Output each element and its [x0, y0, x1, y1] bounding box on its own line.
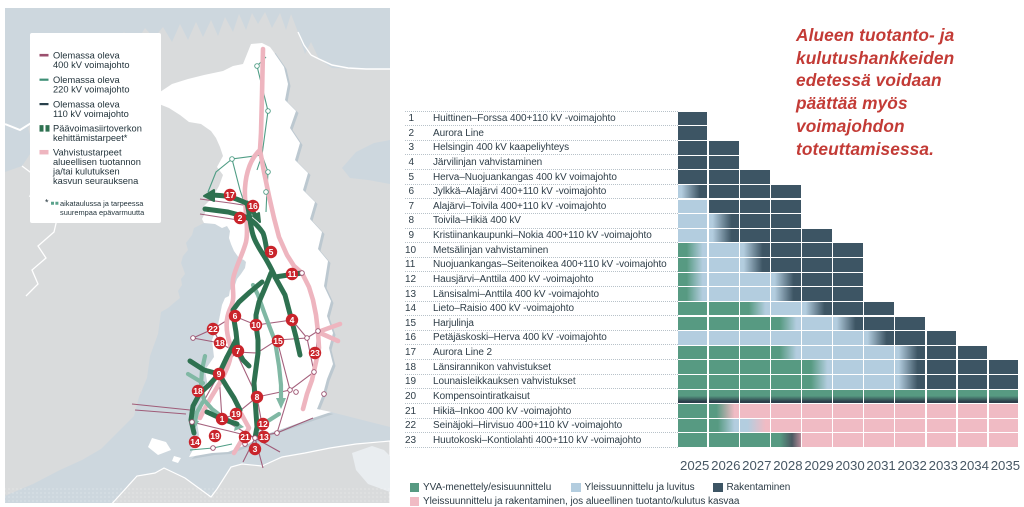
svg-text:Päävoimasiirtoverkon: Päävoimasiirtoverkon — [53, 124, 142, 134]
svg-text:ja/tai kulutuksen: ja/tai kulutuksen — [52, 167, 120, 177]
svg-text:8: 8 — [255, 392, 260, 402]
svg-text:7: 7 — [236, 346, 241, 356]
svg-text:22: 22 — [208, 324, 218, 334]
svg-text:19: 19 — [231, 409, 241, 419]
svg-text:13: 13 — [259, 432, 269, 442]
svg-text:Olemassa oleva: Olemassa oleva — [53, 51, 120, 61]
svg-text:400 kV voimajohto: 400 kV voimajohto — [53, 60, 130, 70]
svg-text:10: 10 — [251, 320, 261, 330]
svg-text:23: 23 — [310, 348, 320, 358]
svg-text:suurempaa epävarmuutta: suurempaa epävarmuutta — [60, 208, 145, 217]
svg-text:aikataulussa ja tarpeessa: aikataulussa ja tarpeessa — [60, 199, 144, 208]
svg-text:1: 1 — [220, 414, 225, 424]
svg-text:3: 3 — [253, 444, 258, 454]
svg-text:6: 6 — [233, 311, 238, 321]
svg-text:220 kV voimajohto: 220 kV voimajohto — [53, 85, 130, 95]
svg-text:16: 16 — [248, 201, 258, 211]
svg-text:14: 14 — [190, 437, 200, 447]
svg-text:Vahvistustarpeet: Vahvistustarpeet — [53, 148, 122, 158]
svg-text:11: 11 — [287, 269, 296, 279]
svg-text:alueellisen tuotannon: alueellisen tuotannon — [53, 157, 141, 167]
svg-text:12: 12 — [258, 419, 268, 429]
svg-text:Olemassa oleva: Olemassa oleva — [53, 75, 120, 85]
svg-text:9: 9 — [217, 369, 222, 379]
svg-text:21: 21 — [240, 432, 250, 442]
svg-text:kehittämistarpeet*: kehittämistarpeet* — [53, 133, 128, 143]
svg-text:19: 19 — [210, 431, 220, 441]
svg-text:kasvun seurauksena: kasvun seurauksena — [53, 176, 139, 186]
svg-text:2: 2 — [238, 213, 243, 223]
svg-text:18: 18 — [215, 338, 225, 348]
svg-text:5: 5 — [269, 247, 274, 257]
svg-text:*: * — [45, 198, 49, 208]
svg-text:110 kV voimajohto: 110 kV voimajohto — [53, 109, 129, 119]
svg-text:17: 17 — [225, 190, 235, 200]
svg-text:Olemassa oleva: Olemassa oleva — [53, 99, 120, 109]
svg-text:15: 15 — [273, 336, 283, 346]
svg-text:4: 4 — [290, 315, 295, 325]
svg-text:18: 18 — [193, 386, 203, 396]
